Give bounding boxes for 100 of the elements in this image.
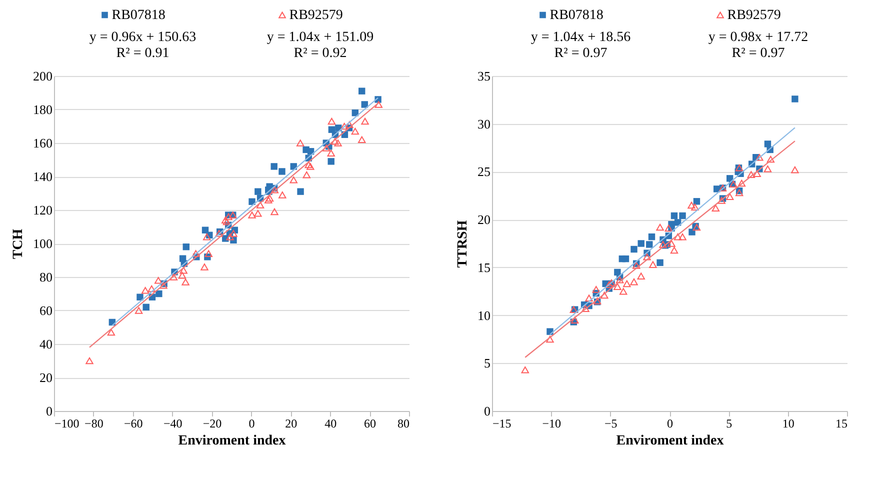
y-tick-label: 35	[478, 68, 490, 84]
x-axis-title: Enviroment index	[178, 434, 286, 448]
point	[328, 126, 336, 133]
point	[107, 328, 116, 336]
x-tick-label: −15	[492, 416, 512, 430]
x-tick-label: −20	[202, 416, 222, 430]
text: y = 1.04x + 151.09	[266, 30, 374, 45]
x-tick-label: 40	[324, 416, 337, 430]
text: R² = 0.97	[732, 46, 785, 61]
point	[148, 285, 156, 292]
text: y = 0.96x + 150.63	[89, 30, 196, 45]
x-tick-label: 80	[398, 416, 410, 430]
x-tick-label: −100	[54, 416, 80, 430]
point	[134, 307, 143, 314]
point	[361, 101, 368, 108]
y-tick-label: 180	[33, 102, 52, 117]
y-tick-label: 0	[484, 404, 490, 418]
point	[264, 196, 272, 204]
y-tick-label: 20	[40, 370, 52, 385]
point	[222, 216, 230, 224]
y-tick-label: 5	[484, 356, 490, 371]
point	[270, 163, 278, 170]
point	[296, 140, 304, 146]
text: R² = 0.91	[116, 46, 170, 61]
point	[302, 171, 310, 178]
x-tick-label: 10	[782, 416, 794, 430]
y-tick-label: 80	[40, 270, 52, 284]
legend-label: RB92579	[727, 8, 781, 23]
point	[86, 357, 94, 364]
text: R² = 0.92	[294, 46, 347, 61]
x-tick-label: −60	[124, 416, 143, 430]
point	[248, 198, 256, 205]
x-axis-title: Enviroment index	[616, 434, 724, 448]
point	[358, 136, 366, 144]
y-tick-label: 160	[33, 136, 52, 150]
text: y = 0.98x + 17.72	[708, 30, 808, 45]
x-tick-label: 0	[248, 416, 255, 430]
point	[327, 150, 335, 156]
x-tick-label: 60	[364, 416, 376, 430]
point	[346, 121, 354, 128]
point	[361, 118, 369, 125]
point	[351, 128, 360, 135]
point	[328, 118, 336, 125]
x-tick-label: −5	[604, 416, 618, 430]
point	[331, 138, 339, 145]
point	[182, 243, 190, 250]
point	[202, 233, 211, 240]
legend-label: RB07818	[112, 8, 166, 23]
x-tick-label: 0	[667, 416, 673, 430]
point	[334, 140, 342, 146]
y-axis-title: TTRSH	[456, 220, 470, 268]
point	[358, 88, 366, 94]
point	[266, 194, 274, 202]
point	[270, 208, 278, 216]
point	[182, 278, 190, 286]
point	[254, 188, 262, 195]
point	[142, 304, 150, 311]
y-tick-label: 140	[33, 169, 52, 184]
point	[192, 250, 200, 257]
point	[290, 176, 298, 184]
point	[178, 272, 186, 279]
text: y = 1.04x + 18.56	[530, 30, 631, 45]
point	[328, 158, 334, 165]
y-tick-label: 10	[478, 308, 490, 323]
y-tick-label: 15	[478, 260, 490, 275]
y-tick-label: 0	[46, 404, 52, 418]
y-tick-label: 100	[33, 236, 52, 251]
point	[256, 202, 264, 208]
y-axis-title: TCH	[11, 228, 26, 260]
point	[136, 294, 144, 300]
point	[141, 286, 150, 294]
point	[200, 264, 208, 270]
y-tick-label: 200	[33, 68, 52, 84]
y-tick-label: 40	[40, 336, 52, 352]
point	[254, 210, 262, 217]
point	[170, 274, 178, 280]
point	[180, 266, 188, 274]
y-tick-label: 60	[40, 303, 52, 318]
point	[204, 250, 212, 257]
x-tick-label: −80	[84, 416, 104, 430]
point	[322, 144, 330, 152]
point	[297, 188, 304, 195]
y-tick-label: 20	[478, 212, 490, 228]
y-tick-label: 25	[478, 164, 490, 180]
point	[340, 122, 348, 130]
point	[304, 161, 312, 168]
x-tick-label: 20	[285, 416, 298, 430]
point	[248, 212, 256, 218]
point	[230, 230, 238, 237]
point	[226, 233, 234, 240]
x-tick-label: 5	[726, 416, 732, 430]
y-tick-label: 30	[478, 116, 490, 132]
x-tick-label: 15	[836, 416, 848, 430]
point	[278, 168, 286, 175]
point	[374, 101, 382, 108]
point	[154, 276, 162, 284]
point	[156, 290, 162, 298]
legend-label: RB92579	[289, 8, 343, 23]
point	[222, 218, 231, 226]
point	[202, 226, 209, 234]
